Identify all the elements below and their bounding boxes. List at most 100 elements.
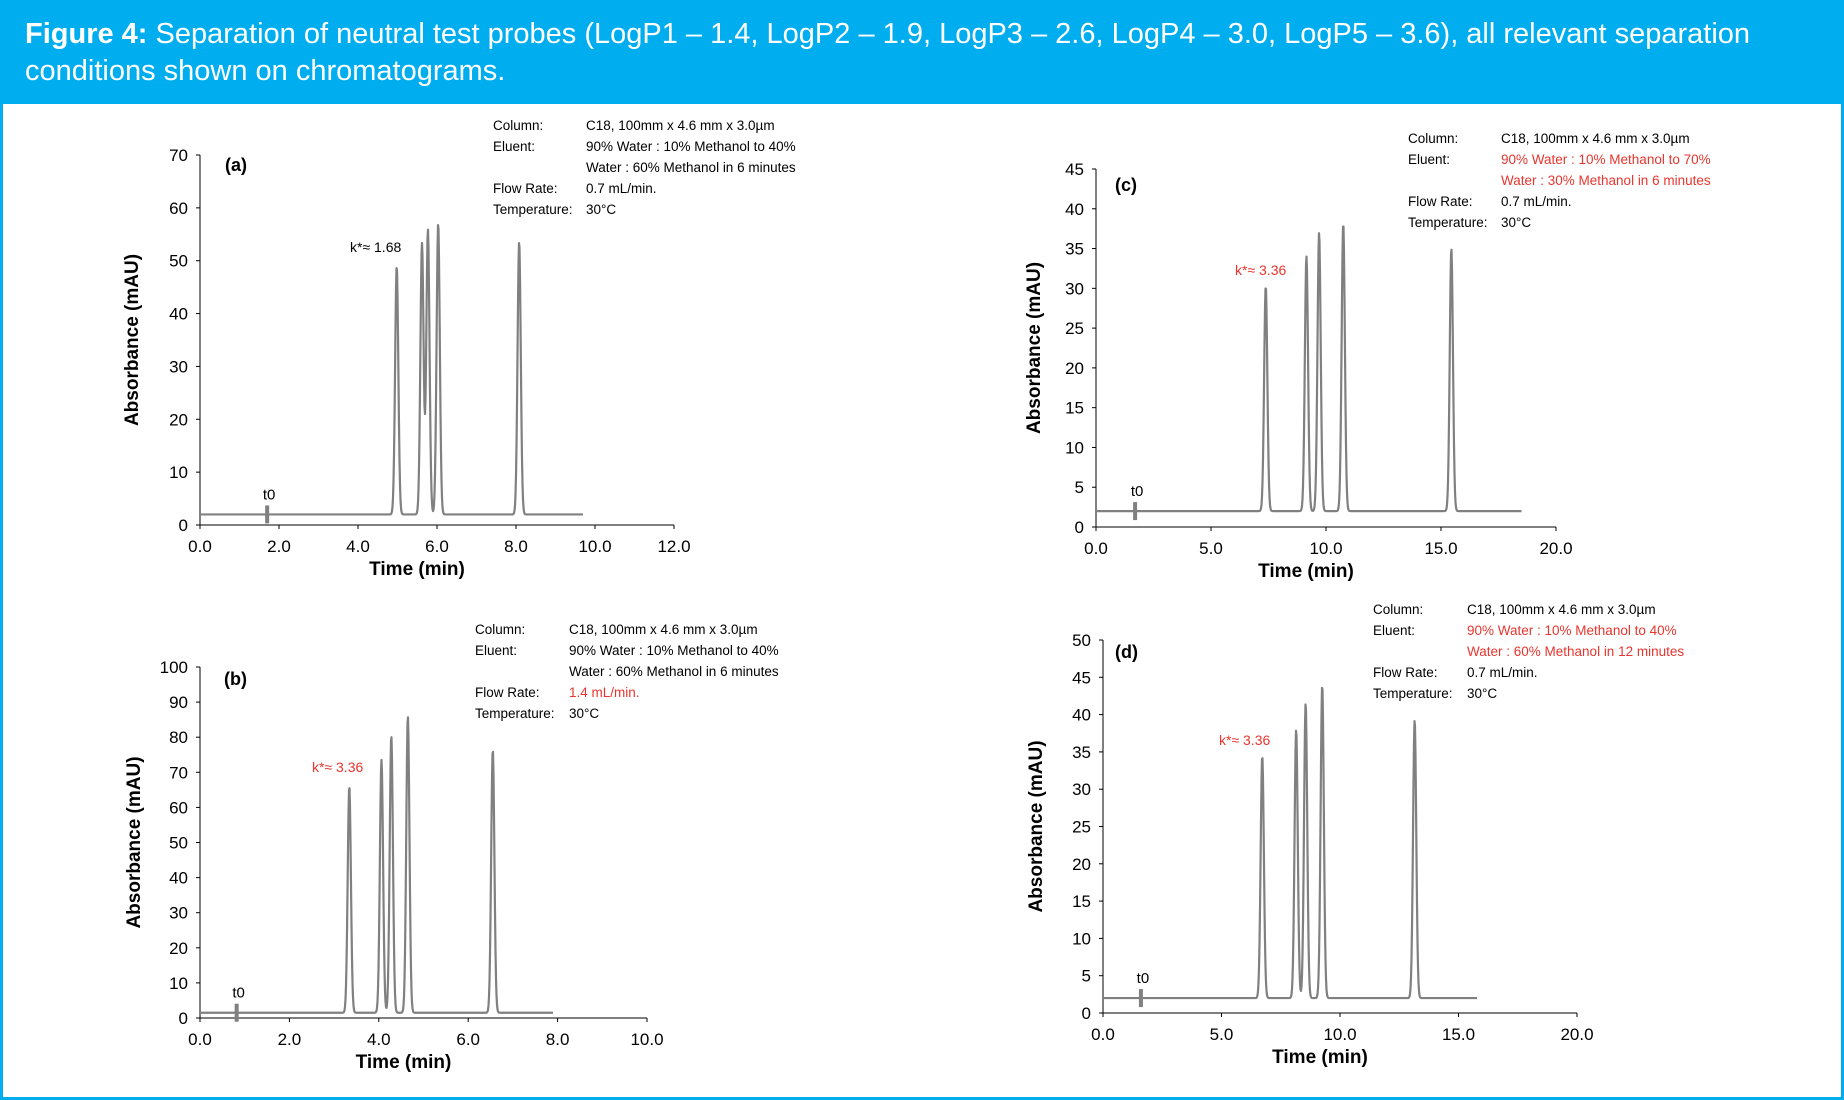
y-tick-label: 10 — [1065, 438, 1084, 457]
x-tick-label: 20.0 — [1539, 539, 1572, 558]
x-tick-label: 20.0 — [1560, 1025, 1593, 1044]
t0-marker — [1138, 989, 1143, 1008]
y-tick-label: 50 — [169, 252, 188, 271]
y-tick-label: 40 — [1072, 706, 1091, 725]
condition-value: C18, 100mm x 4.6 mm x 3.0µm — [569, 622, 758, 637]
y-tick-label: 45 — [1072, 668, 1091, 687]
condition-label: Flow Rate: — [1408, 194, 1473, 209]
condition-value: C18, 100mm x 4.6 mm x 3.0µm — [1501, 131, 1690, 146]
x-tick-label: 15.0 — [1424, 539, 1457, 558]
y-axis-title: Absorbance (mAU) — [1026, 740, 1047, 912]
t0-label: t0 — [1137, 970, 1150, 987]
y-tick-label: 30 — [1065, 279, 1084, 298]
condition-label: Temperature: — [493, 202, 573, 217]
y-tick-label: 80 — [169, 728, 188, 747]
x-tick-label: 8.0 — [546, 1030, 570, 1049]
y-tick-label: 35 — [1065, 240, 1084, 259]
chromatogram-a: 0 10 20 30 40 50 60 70 0.0 2.0 4.0 6.0 8.0 10.0 12.0 Ti… — [122, 118, 796, 580]
condition-value: 90% Water : 10% Methanol to 40% — [569, 643, 779, 658]
chromatogram-trace — [1102, 686, 1478, 1000]
condition-value: Water : 60% Methanol in 6 minutes — [586, 160, 796, 175]
condition-value: 90% Water : 10% Methanol to 40% — [1467, 623, 1677, 638]
x-tick-label: 10.0 — [630, 1030, 663, 1049]
y-tick-label: 40 — [1065, 200, 1084, 219]
figure-caption-label: Figure 4: — [25, 18, 148, 50]
condition-value: 1.4 mL/min. — [569, 685, 640, 700]
condition-label: Column: — [475, 622, 525, 637]
condition-label: Flow Rate: — [475, 685, 540, 700]
y-tick-label: 10 — [169, 974, 188, 993]
x-tick-label: 5.0 — [1210, 1025, 1234, 1044]
panel-label: (d) — [1115, 642, 1138, 662]
y-tick-label: 60 — [169, 199, 188, 218]
condition-value: 0.7 mL/min. — [1501, 194, 1572, 209]
y-tick-label: 20 — [1065, 359, 1084, 378]
y-tick-label: 40 — [169, 869, 188, 888]
k-star-annotation: k*≈ 1.68 — [350, 239, 401, 255]
t0-marker — [265, 505, 270, 524]
condition-value: 0.7 mL/min. — [586, 181, 657, 196]
y-tick-label: 30 — [1072, 780, 1091, 799]
y-tick-label: 0 — [1075, 518, 1084, 537]
t0-marker — [234, 1003, 239, 1022]
k-star-annotation: k*≈ 3.36 — [312, 759, 363, 775]
condition-value: C18, 100mm x 4.6 mm x 3.0µm — [1467, 602, 1656, 617]
y-tick-label: 25 — [1065, 319, 1084, 338]
x-axis-title: Time (min) — [1258, 561, 1354, 582]
condition-value: Water : 60% Methanol in 6 minutes — [569, 664, 779, 679]
y-tick-label: 15 — [1065, 399, 1084, 418]
y-tick-label: 5 — [1075, 478, 1084, 497]
condition-value: 30°C — [586, 202, 616, 217]
x-tick-label: 12.0 — [657, 537, 690, 556]
t0-label: t0 — [263, 486, 276, 503]
chromatogram-trace — [199, 716, 554, 1014]
condition-label: Temperature: — [475, 706, 555, 721]
figure-caption-text: Separation of neutral test probes (LogP1… — [25, 18, 1751, 87]
y-axis-title: Absorbance (mAU) — [1024, 262, 1045, 434]
y-tick-label: 30 — [169, 357, 188, 376]
y-tick-label: 50 — [169, 834, 188, 853]
chromatogram-c: 0 5 10 15 20 25 30 35 40 45 0.0 5.0 10.0 15.0 20.0 Time… — [1024, 131, 1711, 582]
condition-label: Eluent: — [1373, 623, 1415, 638]
x-tick-label: 6.0 — [456, 1030, 480, 1049]
x-tick-label: 2.0 — [267, 537, 291, 556]
condition-label: Flow Rate: — [493, 181, 558, 196]
y-tick-label: 10 — [1072, 929, 1091, 948]
x-tick-label: 6.0 — [425, 537, 449, 556]
y-tick-label: 0 — [179, 516, 188, 535]
chromatogram-d: 0 5 10 15 20 25 30 35 40 45 50 0.0 5.0 10.0 15.0 20.0 Ti… — [1026, 602, 1684, 1068]
x-tick-label: 10.0 — [1323, 1025, 1356, 1044]
condition-value: 30°C — [1467, 686, 1497, 701]
y-tick-label: 50 — [1072, 631, 1091, 650]
condition-label: Column: — [1373, 602, 1423, 617]
x-tick-label: 2.0 — [278, 1030, 302, 1049]
x-tick-label: 15.0 — [1442, 1025, 1475, 1044]
y-tick-label: 100 — [160, 658, 188, 677]
condition-label: Column: — [493, 118, 543, 133]
condition-value: Water : 60% Methanol in 12 minutes — [1467, 644, 1684, 659]
x-tick-label: 0.0 — [188, 1030, 212, 1049]
y-tick-label: 20 — [1072, 855, 1091, 874]
y-tick-label: 15 — [1072, 892, 1091, 911]
y-tick-label: 25 — [1072, 818, 1091, 837]
condition-label: Eluent: — [475, 643, 517, 658]
y-tick-label: 10 — [169, 463, 188, 482]
t0-label: t0 — [232, 985, 245, 1002]
k-star-annotation: k*≈ 3.36 — [1235, 262, 1286, 278]
x-tick-label: 8.0 — [504, 537, 528, 556]
chromatogram-trace — [199, 224, 584, 516]
x-axis-title: Time (min) — [1272, 1047, 1368, 1068]
condition-value: 0.7 mL/min. — [1467, 665, 1538, 680]
y-tick-label: 40 — [169, 305, 188, 324]
figure-caption-bar: Figure 4: Separation of neutral test pro… — [3, 3, 1841, 104]
x-axis-title: Time (min) — [369, 559, 465, 580]
condition-label: Eluent: — [493, 139, 535, 154]
chromatogram-trace — [1095, 225, 1523, 513]
x-tick-label: 0.0 — [188, 537, 212, 556]
t0-marker — [1133, 502, 1138, 521]
figure-caption: Figure 4: Separation of neutral test pro… — [25, 16, 1825, 90]
x-tick-label: 4.0 — [346, 537, 370, 556]
t0-label: t0 — [1131, 483, 1144, 500]
y-tick-label: 60 — [169, 798, 188, 817]
